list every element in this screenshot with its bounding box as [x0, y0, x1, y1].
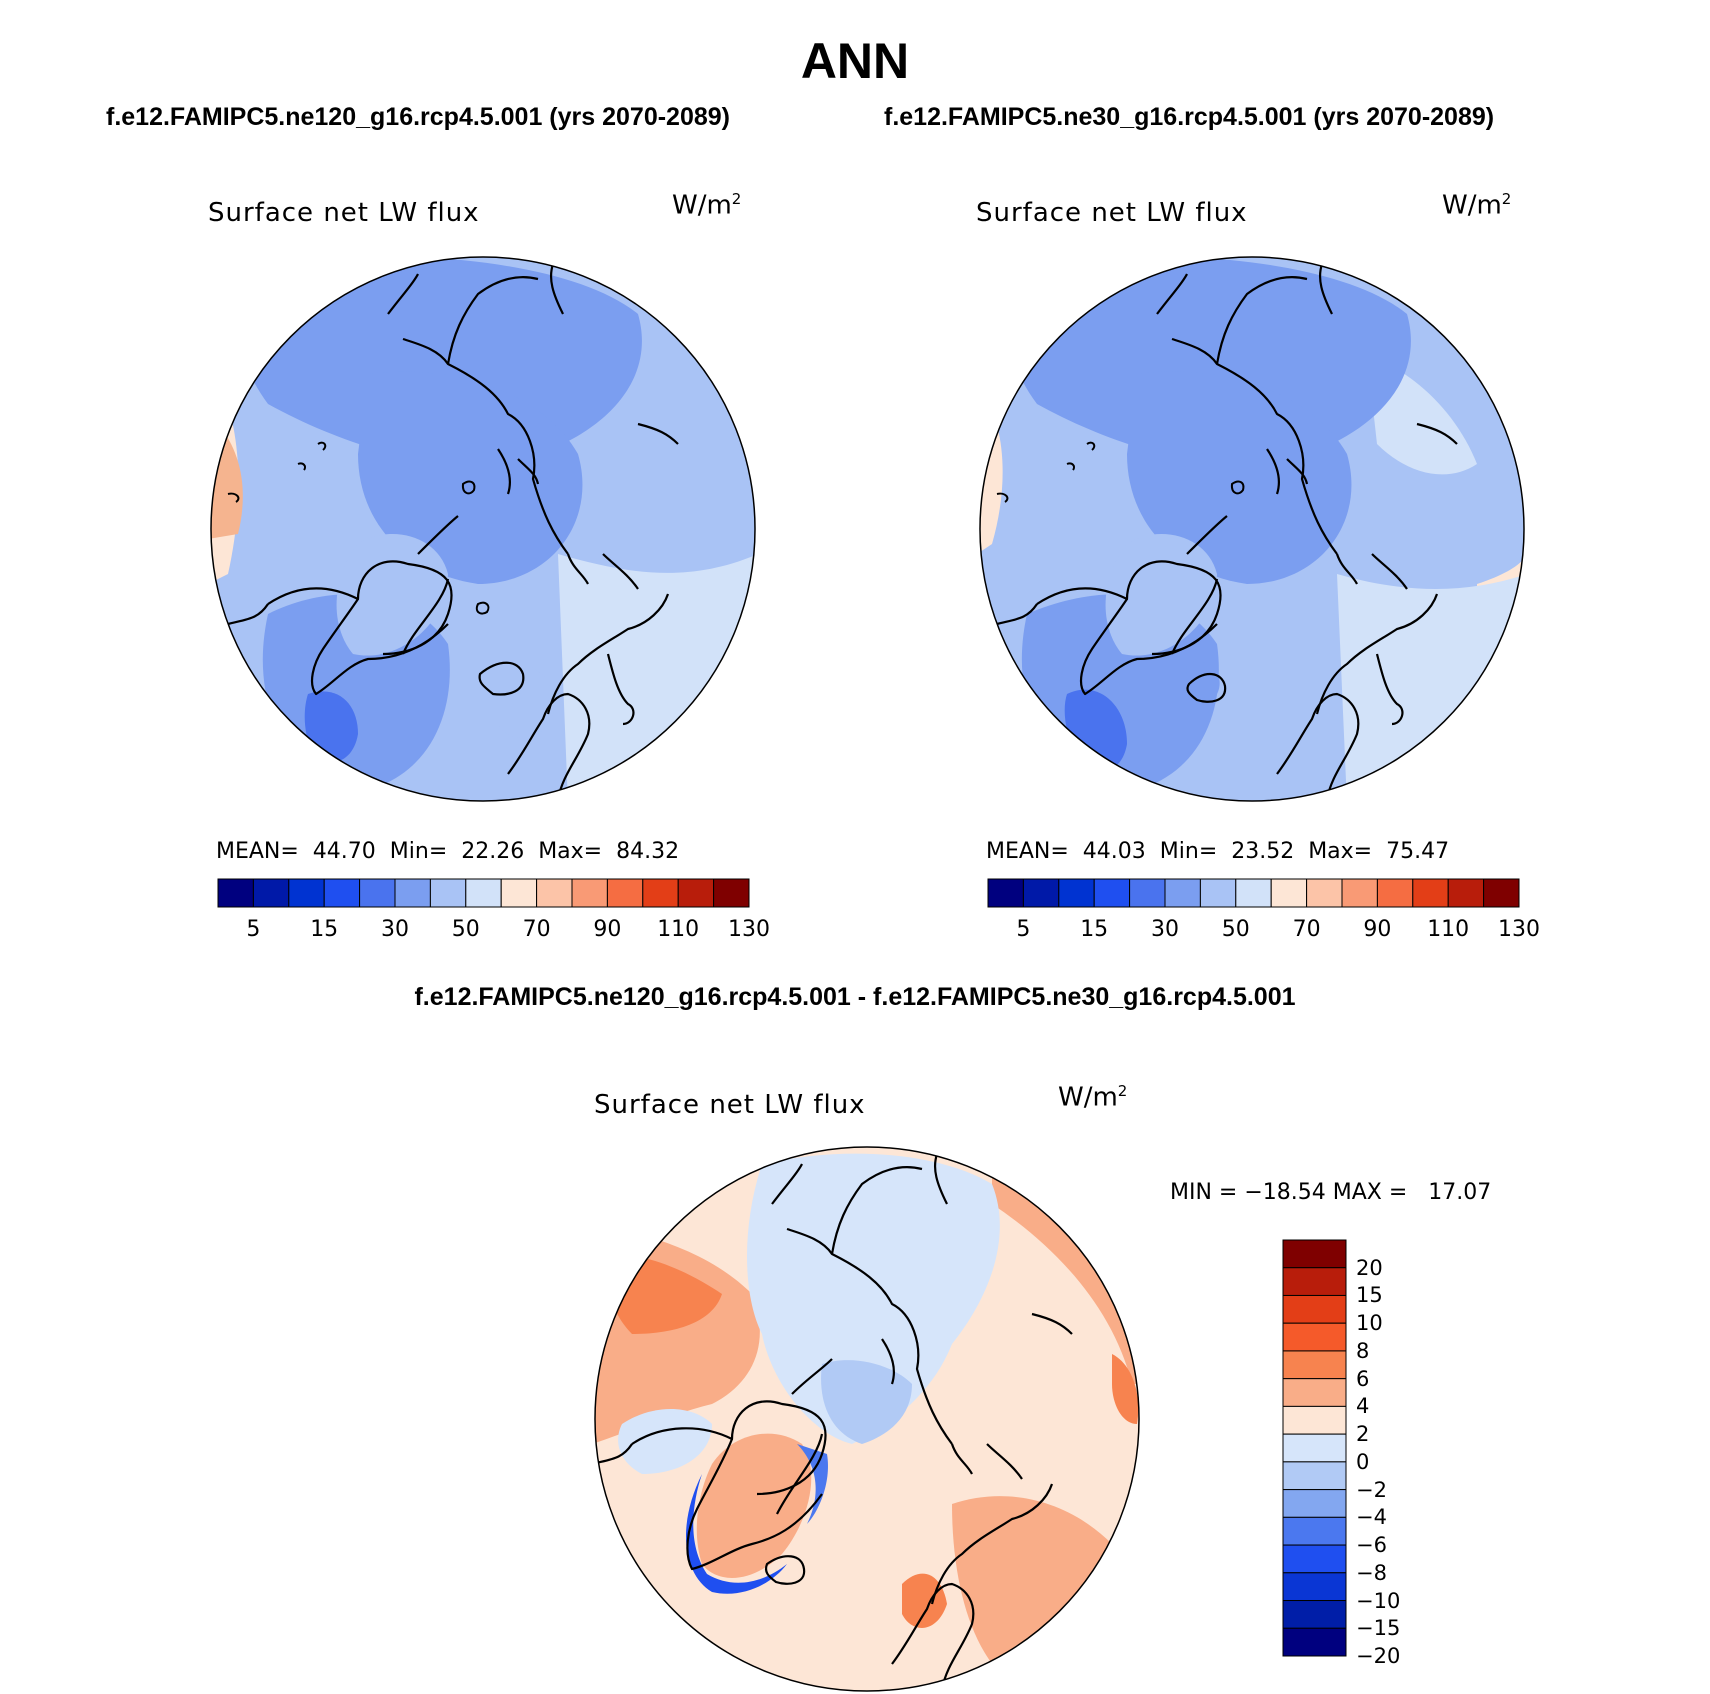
colorbar-swatch: [571, 878, 608, 908]
colorbar-level-label: 10: [1356, 1311, 1383, 1336]
colorbar-swatch: [1270, 878, 1308, 908]
colorbar-swatch: [288, 878, 325, 908]
colorbar-tick-label: 110: [1427, 917, 1470, 942]
colorbar-diff: [1282, 1239, 1347, 1657]
colorbar-tick-label: 30: [381, 917, 409, 942]
colorbar-swatch: [1129, 878, 1166, 908]
colorbar-tick-label: 50: [451, 917, 480, 942]
colorbar-swatch: [465, 878, 502, 908]
colorbar-swatch: [606, 878, 644, 908]
colorbar-swatch: [252, 878, 290, 908]
colorbar-right-ticks: 5 15 30 50 70 90 110 130: [988, 917, 1540, 947]
colorbar-swatch: [677, 878, 715, 908]
colorbar-swatch: [1282, 1627, 1347, 1657]
colorbar-swatch: [323, 878, 361, 908]
panel-right-stats: MEAN= 44.03 Min= 23.52 Max= 75.47: [986, 839, 1450, 864]
colorbar-tick-label: 5: [246, 917, 261, 942]
colorbar-level-label: −2: [1356, 1477, 1387, 1502]
colorbar-swatch: [1282, 1239, 1347, 1269]
colorbar-swatch: [713, 878, 750, 908]
colorbar-swatch: [1235, 878, 1272, 908]
colorbar-level-label: −20: [1356, 1644, 1401, 1668]
panel-diff-units: W/m2: [1058, 1082, 1128, 1113]
colorbar-swatch: [359, 878, 396, 908]
diff-title: f.e12.FAMIPC5.ne120_g16.rcp4.5.001 - f.e…: [414, 983, 1296, 1011]
colorbar-level-label: 15: [1356, 1283, 1383, 1308]
colorbar-level-label: −15: [1356, 1616, 1401, 1641]
colorbar-swatch: [536, 878, 573, 908]
colorbar-tick-label: 15: [1080, 917, 1109, 942]
colorbar-level-label: 20: [1356, 1255, 1383, 1280]
run-right-label: f.e12.FAMIPC5.ne30_g16.rcp4.5.001 (yrs 2…: [884, 103, 1495, 131]
colorbar-swatch: [642, 878, 679, 908]
colorbar-swatch: [1282, 1572, 1347, 1602]
map-diff: [594, 1146, 1140, 1692]
colorbar-diff-labels: 20 15 10 8 6 4 2 0 −2 −4 −6 −8 −10 −15 −20: [1356, 1240, 1436, 1668]
panel-right-variable: Surface net LW flux: [976, 198, 1248, 228]
colorbar-swatch: [1282, 1405, 1347, 1435]
colorbar-swatch: [1282, 1378, 1347, 1407]
colorbar-level-label: 8: [1356, 1338, 1370, 1363]
colorbar-swatch: [1282, 1600, 1347, 1629]
colorbar-swatch: [1282, 1294, 1347, 1324]
map-right: [979, 256, 1525, 802]
colorbar-tick-label: 15: [310, 917, 339, 942]
colorbar-swatch: [394, 878, 431, 908]
colorbar-tick-label: 70: [1292, 917, 1321, 942]
colorbar-level-label: −4: [1356, 1505, 1387, 1530]
panel-diff-variable: Surface net LW flux: [594, 1090, 866, 1120]
colorbar-swatch: [1447, 878, 1485, 908]
colorbar-swatch: [1058, 878, 1095, 908]
panel-left-variable: Surface net LW flux: [208, 198, 480, 228]
colorbar-swatch: [1306, 878, 1343, 908]
colorbar-swatch: [500, 878, 538, 908]
colorbar-swatch: [1282, 1350, 1347, 1380]
colorbar-swatch: [1282, 1544, 1347, 1574]
main-title: ANN: [800, 33, 910, 89]
colorbar-swatch: [1376, 878, 1414, 908]
colorbar-tick-label: 130: [728, 917, 770, 942]
colorbar-tick-label: 30: [1151, 917, 1179, 942]
colorbar-swatch: [217, 878, 254, 908]
colorbar-right: [987, 878, 1520, 908]
panel-left-stats: MEAN= 44.70 Min= 22.26 Max= 84.32: [216, 839, 680, 864]
colorbar-swatch: [429, 878, 467, 908]
colorbar-tick-label: 130: [1498, 917, 1540, 942]
colorbar-swatch: [987, 878, 1024, 908]
colorbar-swatch: [1093, 878, 1131, 908]
colorbar-level-label: 4: [1356, 1394, 1370, 1419]
colorbar-level-label: 0: [1356, 1449, 1370, 1474]
colorbar-swatch: [1282, 1461, 1347, 1491]
colorbar-swatch: [1199, 878, 1237, 908]
colorbar-tick-label: 90: [1363, 917, 1392, 942]
colorbar-level-label: 2: [1356, 1422, 1370, 1447]
colorbar-swatch: [1341, 878, 1378, 908]
colorbar-left: [217, 878, 750, 908]
colorbar-tick-label: 50: [1221, 917, 1250, 942]
colorbar-swatch: [1282, 1322, 1347, 1352]
colorbar-tick-label: 5: [1016, 917, 1031, 942]
colorbar-swatch: [1022, 878, 1060, 908]
colorbar-swatch: [1282, 1489, 1347, 1518]
map-left: [210, 256, 756, 802]
colorbar-swatch: [1483, 878, 1520, 908]
colorbar-left-ticks: 5 15 30 50 70 90 110 130: [218, 917, 770, 947]
run-left-label: f.e12.FAMIPC5.ne120_g16.rcp4.5.001 (yrs …: [106, 103, 730, 131]
colorbar-tick-label: 110: [657, 917, 700, 942]
colorbar-tick-label: 70: [522, 917, 551, 942]
colorbar-swatch: [1282, 1433, 1347, 1463]
colorbar-level-label: −10: [1356, 1588, 1401, 1613]
colorbar-level-label: −8: [1356, 1560, 1387, 1585]
panel-left-units: W/m2: [672, 190, 742, 221]
panel-right-units: W/m2: [1442, 190, 1512, 221]
colorbar-swatch: [1282, 1267, 1347, 1296]
panel-diff-stats: MIN = −18.54 MAX = 17.07: [1170, 1180, 1492, 1205]
colorbar-level-label: 6: [1356, 1366, 1370, 1391]
colorbar-swatch: [1412, 878, 1449, 908]
colorbar-swatch: [1164, 878, 1201, 908]
colorbar-level-label: −6: [1356, 1533, 1387, 1558]
colorbar-swatch: [1282, 1516, 1347, 1546]
colorbar-tick-label: 90: [593, 917, 622, 942]
